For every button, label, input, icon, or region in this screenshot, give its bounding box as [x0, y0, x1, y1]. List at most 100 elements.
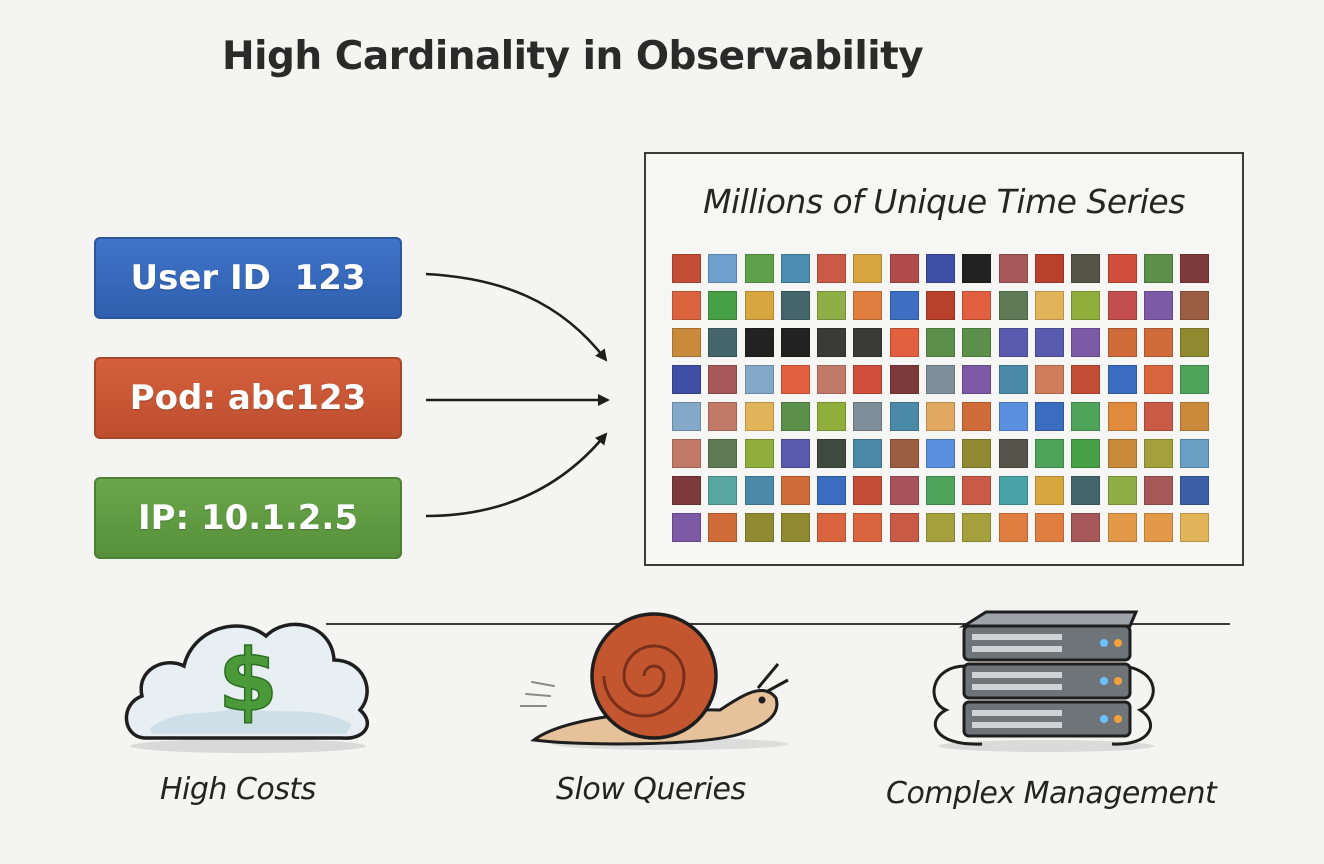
time-series-cell: [672, 439, 701, 468]
time-series-cell: [672, 328, 701, 357]
time-series-cell: [780, 365, 810, 394]
time-series-cell: [962, 402, 992, 431]
time-series-cell: [889, 365, 919, 394]
time-series-cell: [744, 291, 774, 320]
time-series-cell: [780, 402, 810, 431]
time-series-grid: [672, 254, 1210, 542]
time-series-cell: [780, 476, 810, 505]
time-series-cell: [1143, 439, 1173, 468]
time-series-cell: [744, 476, 774, 505]
time-series-cell: [889, 328, 919, 357]
svg-text:$: $: [218, 631, 278, 731]
time-series-cell: [1180, 513, 1210, 542]
server-stack-icon: [926, 606, 1166, 762]
time-series-cell: [926, 254, 956, 283]
time-series-cell: [708, 439, 738, 468]
time-series-cell: [708, 328, 738, 357]
time-series-cell: [1143, 328, 1173, 357]
time-series-cell: [708, 291, 738, 320]
time-series-cell: [889, 476, 919, 505]
time-series-cell: [672, 254, 701, 283]
label-user-id: User ID 123: [94, 237, 402, 319]
time-series-cell: [998, 476, 1028, 505]
time-series-cell: [926, 365, 956, 394]
time-series-cell: [708, 365, 738, 394]
time-series-cell: [1180, 365, 1210, 394]
time-series-cell: [708, 402, 738, 431]
time-series-cell: [962, 513, 992, 542]
time-series-cell: [1034, 476, 1064, 505]
time-series-cell: [1143, 291, 1173, 320]
time-series-cell: [853, 476, 883, 505]
time-series-cell: [962, 291, 992, 320]
time-series-cell: [817, 513, 847, 542]
time-series-cell: [1071, 254, 1101, 283]
time-series-cell: [889, 402, 919, 431]
time-series-cell: [744, 365, 774, 394]
time-series-cell: [853, 365, 883, 394]
time-series-cell: [1107, 291, 1137, 320]
time-series-cell: [744, 439, 774, 468]
time-series-cell: [708, 513, 738, 542]
time-series-cell: [962, 365, 992, 394]
time-series-cell: [853, 513, 883, 542]
time-series-cell: [1180, 476, 1210, 505]
time-series-cell: [708, 476, 738, 505]
time-series-cell: [817, 402, 847, 431]
snail-icon: [519, 608, 800, 762]
time-series-cell: [1071, 402, 1101, 431]
time-series-cell: [744, 254, 774, 283]
time-series-cell: [853, 291, 883, 320]
time-series-cell: [1180, 254, 1210, 283]
time-series-cell: [1071, 439, 1101, 468]
time-series-cell: [926, 513, 956, 542]
time-series-cell: [926, 476, 956, 505]
time-series-cell: [1034, 439, 1064, 468]
money-cloud-icon: $: [120, 606, 378, 762]
time-series-cell: [889, 513, 919, 542]
time-series-cell: [1180, 402, 1210, 431]
label-slow-queries: Slow Queries: [556, 772, 746, 807]
time-series-cell: [1180, 291, 1210, 320]
time-series-cell: [1071, 328, 1101, 357]
time-series-cell: [1107, 254, 1137, 283]
time-series-cell: [744, 402, 774, 431]
time-series-cell: [998, 365, 1028, 394]
time-series-cell: [1107, 365, 1137, 394]
time-series-cell: [1143, 254, 1173, 283]
time-series-cell: [962, 328, 992, 357]
time-series-cell: [1180, 439, 1210, 468]
time-series-cell: [889, 291, 919, 320]
time-series-cell: [962, 439, 992, 468]
label-pod: Pod: abc123: [94, 357, 402, 439]
time-series-cell: [1143, 476, 1173, 505]
time-series-cell: [780, 513, 810, 542]
time-series-cell: [926, 439, 956, 468]
time-series-cell: [817, 291, 847, 320]
diagram-title: High Cardinality in Observability: [222, 34, 924, 79]
time-series-cell: [962, 476, 992, 505]
time-series-cell: [853, 402, 883, 431]
time-series-cell: [1034, 402, 1064, 431]
time-series-cell: [672, 291, 701, 320]
time-series-cell: [780, 291, 810, 320]
time-series-cell: [1034, 365, 1064, 394]
time-series-cell: [708, 254, 738, 283]
time-series-cell: [998, 513, 1028, 542]
time-series-cell: [998, 328, 1028, 357]
time-series-cell: [1034, 513, 1064, 542]
time-series-cell: [998, 291, 1028, 320]
time-series-cell: [853, 254, 883, 283]
time-series-cell: [817, 365, 847, 394]
time-series-cell: [889, 439, 919, 468]
label-high-costs: High Costs: [160, 772, 316, 807]
time-series-cell: [889, 254, 919, 283]
time-series-cell: [672, 365, 701, 394]
time-series-cell: [1034, 254, 1064, 283]
time-series-cell: [1071, 291, 1101, 320]
time-series-panel: Millions of Unique Time Series: [644, 152, 1244, 566]
time-series-cell: [998, 402, 1028, 431]
time-series-cell: [817, 328, 847, 357]
time-series-cell: [1143, 402, 1173, 431]
arrow-user-id: [425, 272, 608, 362]
